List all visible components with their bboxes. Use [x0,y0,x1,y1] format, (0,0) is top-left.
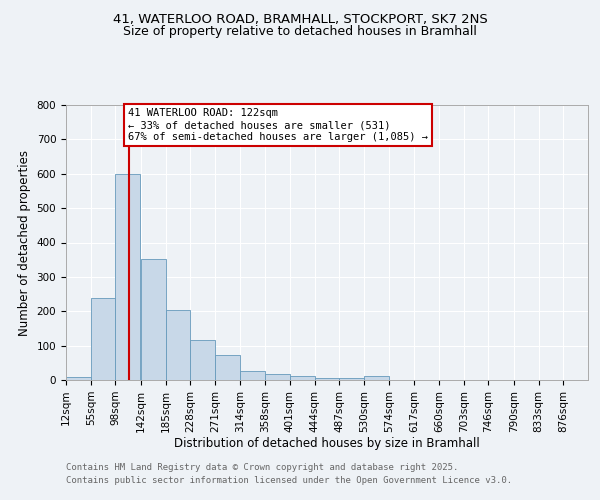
Y-axis label: Number of detached properties: Number of detached properties [18,150,31,336]
Text: Contains HM Land Registry data © Crown copyright and database right 2025.: Contains HM Land Registry data © Crown c… [66,464,458,472]
Bar [314,378,340,380]
Bar [240,370,265,380]
Bar [166,310,190,380]
Bar [190,340,215,380]
Text: Size of property relative to detached houses in Bramhall: Size of property relative to detached ho… [123,25,477,38]
Bar [290,376,314,380]
X-axis label: Distribution of detached houses by size in Bramhall: Distribution of detached houses by size … [174,438,480,450]
Bar [141,259,166,380]
Bar [115,174,140,380]
Text: Contains public sector information licensed under the Open Government Licence v3: Contains public sector information licen… [66,476,512,485]
Bar [215,355,240,380]
Bar [364,376,389,380]
Bar [340,378,364,380]
Text: 41, WATERLOO ROAD, BRAMHALL, STOCKPORT, SK7 2NS: 41, WATERLOO ROAD, BRAMHALL, STOCKPORT, … [113,12,487,26]
Text: 41 WATERLOO ROAD: 122sqm
← 33% of detached houses are smaller (531)
67% of semi-: 41 WATERLOO ROAD: 122sqm ← 33% of detach… [128,108,428,142]
Bar [66,377,91,380]
Bar [91,298,115,380]
Bar [265,374,290,380]
